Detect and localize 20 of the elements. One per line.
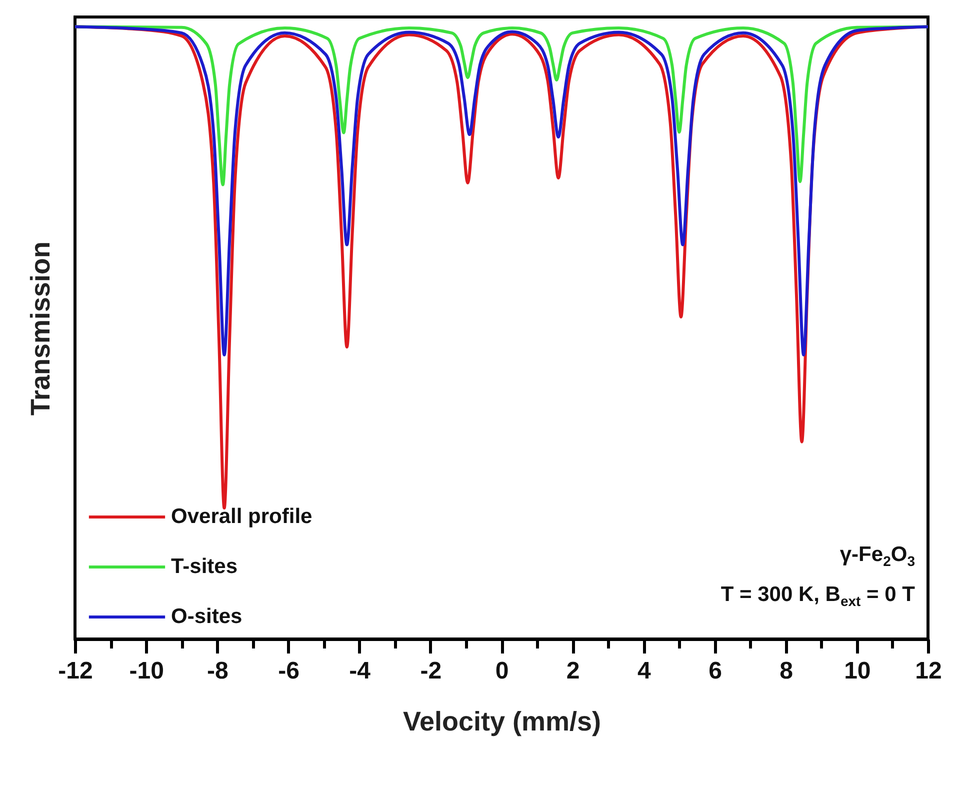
x-tick-label: 2 <box>566 658 580 684</box>
x-tick-label: -10 <box>129 658 164 684</box>
annotation: γ-Fe$_{2}$O$_{3}$ <box>838 542 915 572</box>
legend-label: O-sites <box>171 605 242 628</box>
x-tick-label: 10 <box>844 658 871 684</box>
x-axis-title: Velocity (mm/s) <box>402 706 602 736</box>
x-tick-label: -6 <box>278 658 300 684</box>
x-tick-label: -2 <box>420 658 442 684</box>
annotation: T = 300 K, B$_{ext}$ = 0 T <box>720 582 915 612</box>
x-tick-label: 0 <box>495 658 509 684</box>
x-tick-label: 6 <box>708 658 722 684</box>
x-tick-label: -4 <box>349 658 372 684</box>
x-tick-label: -12 <box>58 658 93 684</box>
x-tick-label: 12 <box>915 658 942 684</box>
legend-label: Overall profile <box>171 505 312 528</box>
x-tick-label: 4 <box>637 658 652 684</box>
y-axis-title: Transmission <box>26 241 56 416</box>
x-tick-label: -8 <box>206 658 228 684</box>
x-tick-label: 8 <box>780 658 794 684</box>
legend-label: T-sites <box>171 555 238 578</box>
